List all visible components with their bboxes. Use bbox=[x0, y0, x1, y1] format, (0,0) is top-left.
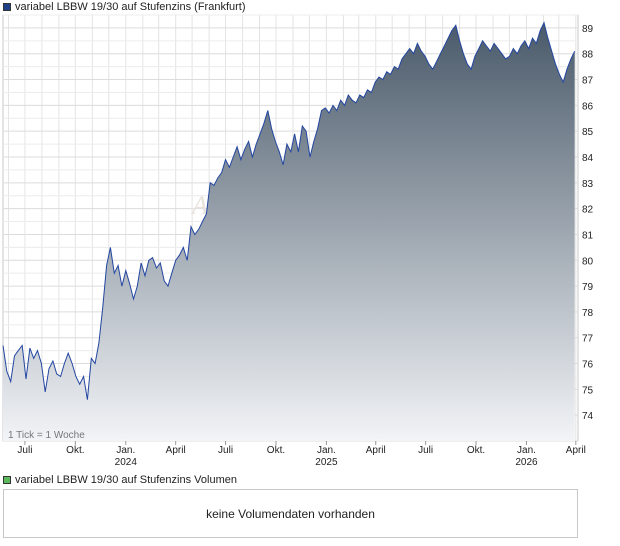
y-tick-label: 83 bbox=[582, 179, 594, 190]
volume-panel: keine Volumendaten vorhanden bbox=[3, 489, 578, 538]
y-tick-label: 82 bbox=[582, 205, 594, 216]
x-tick-label: Jan. bbox=[317, 445, 336, 456]
x-tick-label: Okt. bbox=[66, 445, 84, 456]
volume-legend-swatch bbox=[3, 476, 11, 484]
y-tick-label: 89 bbox=[582, 24, 594, 35]
y-axis-ticks: 74 75 76 77 78 79 80 81 82 83 84 85 86 87 88 89 bbox=[582, 24, 594, 422]
y-tick-label: 84 bbox=[582, 153, 594, 164]
volume-legend: variabel LBBW 19/30 auf Stufenzins Volum… bbox=[3, 473, 237, 487]
x-tick-label: Okt. bbox=[267, 445, 285, 456]
x-tick-label: Jan. bbox=[116, 445, 135, 456]
price-area bbox=[3, 22, 575, 441]
x-tick-year: 2026 bbox=[515, 457, 538, 468]
y-tick-label: 77 bbox=[582, 334, 594, 345]
price-line bbox=[2, 21, 576, 400]
y-tick-label: 80 bbox=[582, 256, 594, 267]
y-tick-label: 87 bbox=[582, 76, 594, 87]
x-tick-label: Juli bbox=[17, 445, 32, 456]
y-tick-label: 86 bbox=[582, 101, 594, 112]
price-legend-label: variabel LBBW 19/30 auf Stufenzins (Fran… bbox=[15, 1, 246, 13]
x-tick-year: 2024 bbox=[115, 457, 138, 468]
x-tick-label: Okt. bbox=[467, 445, 485, 456]
x-tick-label: April bbox=[366, 445, 386, 456]
price-chart: AKTIEN 74757677787980818283848586878889 … bbox=[2, 14, 594, 468]
x-tick-year: 2025 bbox=[315, 457, 338, 468]
y-tick-label: 88 bbox=[582, 50, 594, 61]
tick-note: 1 Tick = 1 Woche bbox=[8, 430, 85, 441]
y-tick-label: 76 bbox=[582, 360, 594, 371]
x-tick-label: Juli bbox=[418, 445, 433, 456]
y-tick-label: 74 bbox=[582, 411, 594, 422]
y-tick-label: 81 bbox=[582, 230, 594, 241]
price-legend: variabel LBBW 19/30 auf Stufenzins (Fran… bbox=[3, 0, 246, 14]
volume-legend-label: variabel LBBW 19/30 auf Stufenzins Volum… bbox=[15, 474, 237, 486]
volume-empty-message: keine Volumendaten vorhanden bbox=[206, 506, 375, 521]
y-tick-label: 85 bbox=[582, 127, 594, 138]
y-tick-label: 75 bbox=[582, 385, 594, 396]
x-tick-label: April bbox=[166, 445, 186, 456]
x-tick-label: Jan. bbox=[517, 445, 536, 456]
x-tick-label: April bbox=[566, 445, 586, 456]
x-tick-label: Juli bbox=[218, 445, 233, 456]
y-tick-label: 78 bbox=[582, 308, 594, 319]
price-legend-swatch bbox=[3, 3, 11, 11]
y-tick-label: 79 bbox=[582, 282, 594, 293]
